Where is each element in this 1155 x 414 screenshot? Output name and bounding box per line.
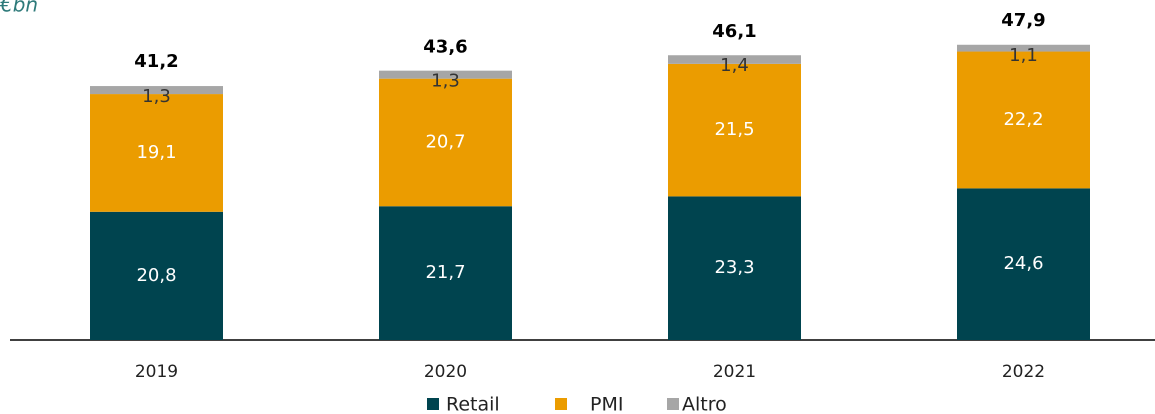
x-tick-label: 2019 xyxy=(135,362,178,382)
legend-label: Altro xyxy=(682,394,727,414)
data-label: 1,3 xyxy=(431,71,460,92)
x-tick-label: 2021 xyxy=(713,362,756,382)
bar-segment xyxy=(379,70,512,79)
total-label: 41,2 xyxy=(134,51,178,72)
data-label: 23,3 xyxy=(714,257,754,278)
bar-segment xyxy=(90,86,223,95)
legend-swatch xyxy=(667,398,679,410)
data-label: 21,5 xyxy=(714,119,754,140)
legend-swatch xyxy=(427,398,439,410)
bar-segment xyxy=(379,206,512,340)
data-label: 21,7 xyxy=(425,262,465,283)
data-label: 1,1 xyxy=(1009,45,1038,66)
data-label: 22,2 xyxy=(1003,109,1043,130)
bar-segment xyxy=(668,55,801,64)
bar-segment xyxy=(957,188,1090,340)
bar-segment xyxy=(957,44,1090,52)
x-tick-label: 2022 xyxy=(1002,362,1045,382)
chart-title: €bn xyxy=(0,0,38,17)
data-label: 20,7 xyxy=(425,131,465,152)
bar-segment xyxy=(90,211,223,340)
legend-label: Retail xyxy=(446,394,500,414)
legend-swatch xyxy=(555,398,567,410)
bar-segment xyxy=(957,51,1090,189)
total-label: 43,6 xyxy=(423,36,467,57)
total-label: 46,1 xyxy=(712,21,756,42)
legend-label: PMI xyxy=(590,394,623,414)
data-label: 1,3 xyxy=(142,86,171,107)
bar-segment xyxy=(379,78,512,207)
data-label: 19,1 xyxy=(136,142,176,163)
x-tick-label: 2020 xyxy=(424,362,467,382)
data-label: 1,4 xyxy=(720,55,749,76)
data-label: 20,8 xyxy=(136,265,176,286)
total-label: 47,9 xyxy=(1001,10,1045,31)
bar-segment xyxy=(90,94,223,212)
bar-segment xyxy=(668,63,801,197)
data-label: 24,6 xyxy=(1003,253,1043,274)
bar-segment xyxy=(668,196,801,340)
